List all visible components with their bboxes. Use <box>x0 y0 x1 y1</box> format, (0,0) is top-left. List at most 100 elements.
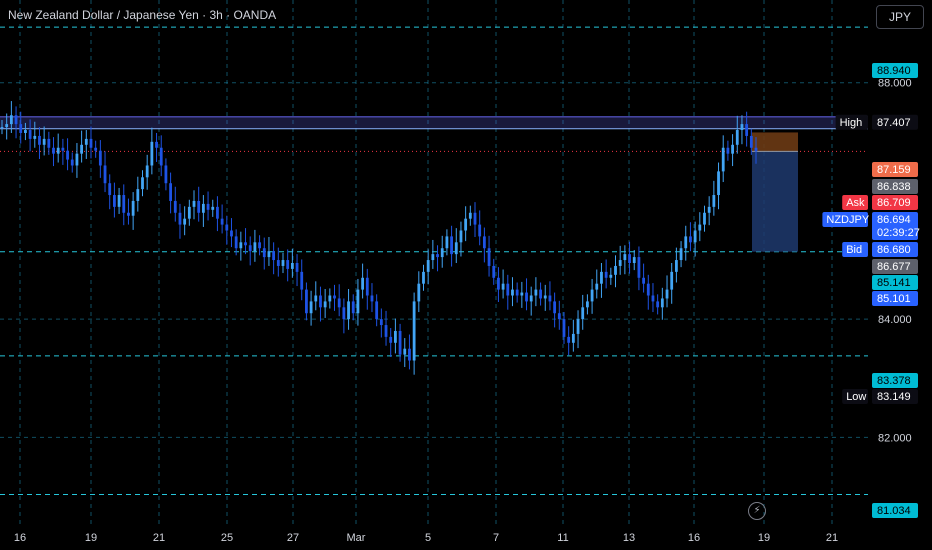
candle-body <box>492 265 496 278</box>
candle-body <box>548 295 552 302</box>
price-tag: 85.101 <box>872 291 918 306</box>
candle-body <box>244 242 247 246</box>
time-tick-label: 7 <box>493 532 499 544</box>
candle-body <box>408 348 411 361</box>
position-target-zone <box>752 151 798 252</box>
candle-body <box>712 195 716 207</box>
price-tag-box <box>872 179 918 194</box>
level-tag-box <box>872 373 918 388</box>
candle-body <box>319 295 322 308</box>
candle-body <box>347 301 350 320</box>
candle-body <box>609 274 613 278</box>
candle-body <box>305 289 308 314</box>
candle-body <box>586 301 589 308</box>
candle-body <box>454 242 458 255</box>
level-tag: 81.034 <box>872 503 918 518</box>
price-tag: 85.141 <box>872 275 918 290</box>
grid-layer <box>0 0 868 526</box>
price-tag-label: Bid <box>846 244 862 256</box>
price-tick-label: 88.000 <box>878 78 912 90</box>
price-tag-label-box <box>822 212 868 227</box>
candle-body <box>211 206 215 210</box>
candle-body <box>543 295 547 299</box>
price-tag: 87.407 High <box>835 114 918 130</box>
price-tag: 83.149 Low <box>842 389 918 404</box>
candle-body <box>314 295 318 302</box>
candle-body <box>581 307 585 320</box>
candle-body <box>393 330 397 343</box>
candle-body <box>248 245 252 252</box>
candle-body <box>557 313 561 320</box>
candle-body <box>103 165 107 184</box>
price-tag: 86.838 <box>872 179 918 194</box>
candle-body <box>141 177 144 190</box>
candle-body <box>5 124 9 128</box>
candle-layer <box>0 101 758 375</box>
candle-body <box>192 200 196 207</box>
price-tag-value: 86.694 <box>877 214 911 226</box>
candle-body <box>52 147 55 154</box>
candle-body <box>323 301 327 308</box>
candle-body <box>487 248 491 266</box>
candle-body <box>80 144 84 154</box>
level-tag: 88.940 <box>872 63 918 78</box>
price-tag-box <box>872 212 918 240</box>
candle-body <box>604 271 608 278</box>
candle-body <box>122 195 126 213</box>
candle-body <box>735 130 739 145</box>
candle-body <box>417 283 421 302</box>
candle-body <box>525 292 528 302</box>
lightning-icon[interactable]: ⚡ <box>748 502 766 520</box>
candle-body <box>333 295 336 299</box>
candle-body <box>38 135 41 145</box>
candle-body <box>553 301 557 314</box>
candle-body <box>42 138 46 145</box>
candle-body <box>422 271 425 284</box>
candle-body <box>164 165 168 184</box>
price-tag-label: High <box>840 117 863 129</box>
candle-body <box>426 260 430 272</box>
position-layer <box>752 132 798 252</box>
price-tag-box <box>872 259 918 274</box>
candle-body <box>684 236 688 249</box>
price-tick-label: 82.000 <box>878 432 912 444</box>
candle-body <box>47 138 51 148</box>
candle-body <box>450 236 453 255</box>
price-tag-box <box>872 389 918 404</box>
candle-body <box>220 218 224 225</box>
price-tag-box <box>872 114 918 130</box>
candle-body <box>361 277 365 290</box>
candle-body <box>731 144 734 154</box>
time-tick-label: 16 <box>14 532 26 544</box>
candle-body <box>389 336 393 343</box>
candle-body <box>440 248 444 258</box>
candle-body <box>24 130 27 133</box>
candle-body <box>117 195 121 207</box>
time-tick-label: 13 <box>623 532 635 544</box>
candle-body <box>623 254 627 261</box>
price-tag-label-box <box>835 114 868 130</box>
candle-body <box>721 147 725 172</box>
candle-body <box>276 260 280 266</box>
candle-body <box>337 298 341 308</box>
candle-body <box>375 301 379 320</box>
candle-body <box>150 141 154 166</box>
candle-body <box>61 147 65 151</box>
candle-body <box>520 292 524 296</box>
candle-body <box>33 135 37 139</box>
candle-body <box>646 283 650 296</box>
candle-body <box>632 257 636 263</box>
position-stop-zone <box>752 132 798 152</box>
candle-body <box>75 153 79 166</box>
candle-body <box>445 236 449 249</box>
currency-button[interactable]: JPY <box>876 5 924 29</box>
time-tick-label: 25 <box>221 532 233 544</box>
candle-body <box>529 295 533 302</box>
candle-body <box>14 115 18 125</box>
candle-body <box>749 135 753 148</box>
price-tag-value: 86.680 <box>877 244 911 256</box>
candle-body <box>726 147 730 154</box>
candle-body <box>9 115 13 125</box>
